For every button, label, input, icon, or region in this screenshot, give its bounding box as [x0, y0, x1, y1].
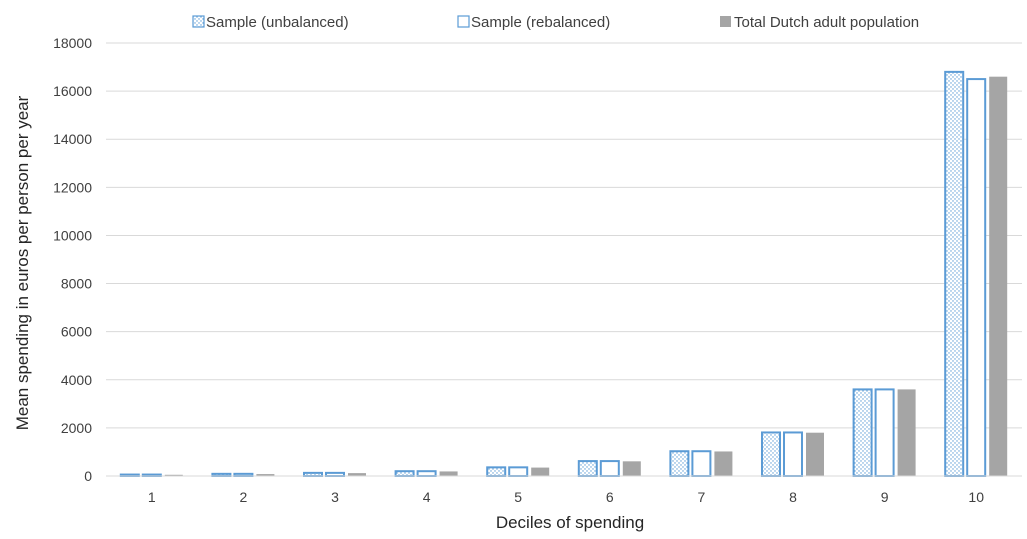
bar-unbalanced-decile-4 — [394, 470, 415, 478]
legend-swatch-unbalanced — [192, 15, 205, 28]
y-tick-label: 12000 — [53, 179, 92, 195]
y-axis-ticks: 0 2000 4000 6000 8000 10000 12000 14000 16000 180… — [53, 35, 92, 484]
x-tick-label: 6 — [606, 489, 614, 505]
legend-label-unbalanced: Sample (unbalanced) — [206, 14, 349, 31]
legend-label-rebalanced: Sample (rebalanced) — [471, 14, 610, 31]
bar-population-decile-6 — [622, 461, 641, 476]
bar-rebalanced-decile-7 — [691, 450, 712, 477]
legend-item-population: Total Dutch adult population — [720, 14, 919, 31]
x-tick-label: 3 — [331, 489, 339, 505]
legend-item-rebalanced: Sample (rebalanced) — [457, 14, 610, 31]
y-tick-label: 6000 — [61, 324, 92, 340]
y-tick-label: 16000 — [53, 83, 92, 99]
x-tick-label: 8 — [789, 489, 797, 505]
y-tick-label: 0 — [84, 468, 92, 484]
gridlines — [106, 42, 1022, 429]
bar-unbalanced-decile-9 — [852, 388, 873, 477]
x-tick-label: 2 — [240, 489, 248, 505]
legend-label-population: Total Dutch adult population — [734, 14, 919, 31]
legend-item-unbalanced: Sample (unbalanced) — [192, 14, 349, 31]
y-tick-label: 8000 — [61, 276, 92, 292]
legend-swatch-population — [720, 16, 731, 27]
bar-unbalanced-decile-10 — [944, 70, 965, 477]
bar-unbalanced-decile-5 — [486, 466, 507, 477]
bar-population-decile-9 — [897, 389, 916, 476]
bar-rebalanced-decile-8 — [783, 431, 803, 477]
legend: Sample (unbalanced) Sample (rebalanced) … — [192, 14, 919, 31]
bars — [119, 70, 1008, 478]
y-tick-label: 10000 — [53, 227, 92, 243]
x-tick-label: 1 — [148, 489, 156, 505]
bar-unbalanced-decile-8 — [761, 431, 781, 477]
y-tick-label: 4000 — [61, 372, 92, 388]
x-axis-title: Deciles of spending — [496, 513, 644, 532]
x-tick-label: 9 — [881, 489, 889, 505]
bar-population-decile-7 — [714, 451, 733, 476]
y-tick-label: 2000 — [61, 420, 92, 436]
bar-rebalanced-decile-4 — [416, 470, 437, 478]
bar-population-decile-3 — [348, 473, 366, 476]
y-tick-label: 14000 — [53, 131, 92, 147]
legend-swatch-rebalanced — [457, 15, 470, 28]
y-tick-label: 18000 — [53, 35, 92, 51]
bar-population-decile-1 — [164, 474, 183, 476]
x-axis-ticks: 1 2 3 4 5 6 7 8 9 10 — [148, 489, 984, 505]
bar-unbalanced-decile-7 — [669, 450, 690, 477]
bar-rebalanced-decile-9 — [874, 388, 895, 477]
bar-population-decile-10 — [989, 76, 1008, 476]
bar-rebalanced-decile-10 — [966, 78, 987, 477]
bar-population-decile-4 — [439, 471, 458, 476]
bar-population-decile-5 — [531, 467, 550, 476]
x-tick-label: 5 — [514, 489, 522, 505]
bar-rebalanced-decile-6 — [599, 460, 620, 477]
bar-population-decile-2 — [256, 474, 275, 476]
bar-unbalanced-decile-6 — [577, 460, 598, 477]
x-tick-label: 10 — [968, 489, 984, 505]
y-axis-title: Mean spending in euros per person per ye… — [13, 95, 32, 430]
bar-rebalanced-decile-5 — [508, 466, 529, 477]
x-tick-label: 7 — [698, 489, 706, 505]
x-tick-label: 4 — [423, 489, 431, 505]
bar-population-decile-8 — [806, 432, 824, 476]
